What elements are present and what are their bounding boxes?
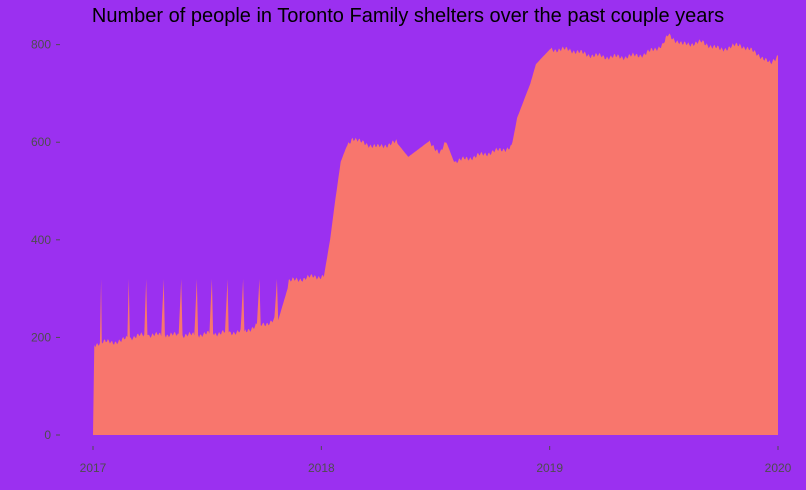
x-tick-label: 2020 bbox=[765, 461, 792, 475]
x-tick-label: 2017 bbox=[80, 461, 107, 475]
y-tick-label: 0 bbox=[44, 428, 51, 442]
area-series bbox=[93, 33, 778, 436]
chart-title: Number of people in Toronto Family shelt… bbox=[92, 5, 724, 27]
plot-area bbox=[93, 33, 778, 436]
x-tick-label: 2019 bbox=[536, 461, 563, 475]
y-tick-label: 200 bbox=[31, 330, 51, 344]
y-axis: 0 200 400 600 800 bbox=[31, 38, 60, 442]
y-tick-label: 600 bbox=[31, 135, 51, 149]
x-axis: 2017 2018 2019 2020 bbox=[80, 446, 792, 475]
y-tick-label: 400 bbox=[31, 233, 51, 247]
y-tick-label: 800 bbox=[31, 38, 51, 52]
x-tick-label: 2018 bbox=[308, 461, 335, 475]
